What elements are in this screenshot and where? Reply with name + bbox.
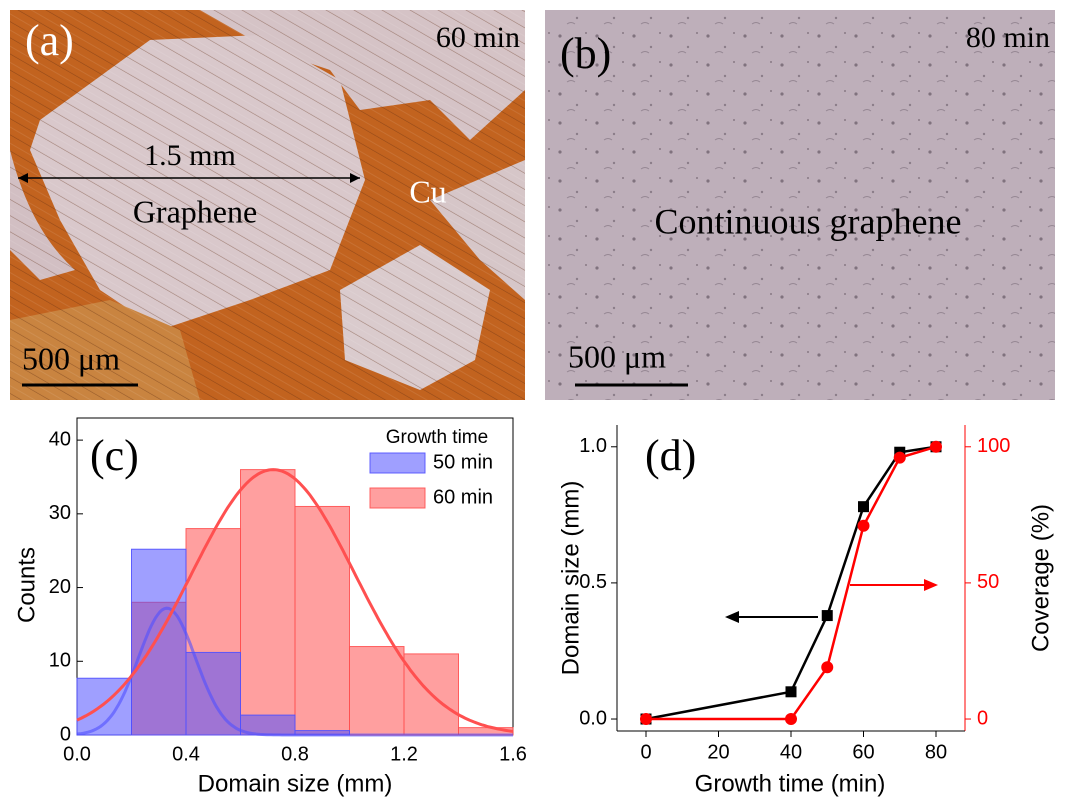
y-axis-label: Counts [13,547,40,623]
x-tick-label: 1.6 [499,743,527,765]
x-tick-label: 0 [640,741,651,763]
marker [930,441,942,453]
x-tick-label: 0.0 [63,743,91,765]
x-axis-label: Growth time (min) [695,770,886,797]
x-tick-label: 80 [925,741,947,763]
y-tick-label: 0.0 [579,707,607,729]
panel-label: (d) [645,431,696,480]
marker [858,501,869,512]
x-tick-label: 20 [707,741,729,763]
marker [822,610,833,621]
bar [350,647,405,735]
annotation: 1.5 mm [144,139,236,172]
bar [132,549,187,735]
y-tick-label: 10 [49,650,71,672]
marker [786,686,797,697]
figure: (a) 60 min 1.5 mm Graphene Cu 500 μm (b)… [0,0,1065,805]
legend-label: 60 min [433,486,493,508]
bar [241,470,296,735]
y-tick-label: 0 [60,723,71,745]
x-tick-label: 60 [852,741,874,763]
legend-swatch [370,453,425,473]
scale-label: 500 μm [568,338,666,374]
time-label: 60 min [436,21,520,54]
y-tick-label: 0.5 [579,571,607,593]
marker [640,713,652,725]
x-tick-label: 40 [780,741,802,763]
y2-axis-label: Coverage (%) [1027,504,1054,652]
y-tick-label: 20 [49,576,71,598]
panel-label: (a) [25,16,74,65]
marker [858,520,870,532]
y-tick-label: 1.0 [579,435,607,457]
series-line [646,447,936,719]
series-line [646,447,936,719]
y-tick-label: 30 [49,502,71,524]
arrow-left [725,611,818,623]
legend-title: Growth time [386,427,488,448]
marker [894,452,906,464]
bar [186,652,241,735]
legend-label: 50 min [433,451,493,473]
panel-label: (c) [90,431,139,480]
time-label: 80 min [966,21,1050,54]
annotation: Graphene [133,193,257,229]
marker [821,661,833,673]
annotation: Cu [409,173,446,209]
y-tick-label: 40 [49,428,71,450]
legend-swatch [370,488,425,508]
x-tick-label: 0.4 [172,743,200,765]
x-tick-label: 1.2 [390,743,418,765]
bar [295,506,350,735]
arrow-right [850,579,938,591]
annotation: Continuous graphene [655,201,962,241]
y2-tick-label: 100 [977,435,1010,457]
y2-tick-label: 50 [977,571,999,593]
x-axis-label: Domain size (mm) [198,770,393,797]
y2-tick-label: 0 [977,707,988,729]
panel-label: (b) [560,29,611,78]
x-tick-label: 0.8 [281,743,309,765]
scale-label: 500 μm [22,340,120,376]
marker [785,713,797,725]
